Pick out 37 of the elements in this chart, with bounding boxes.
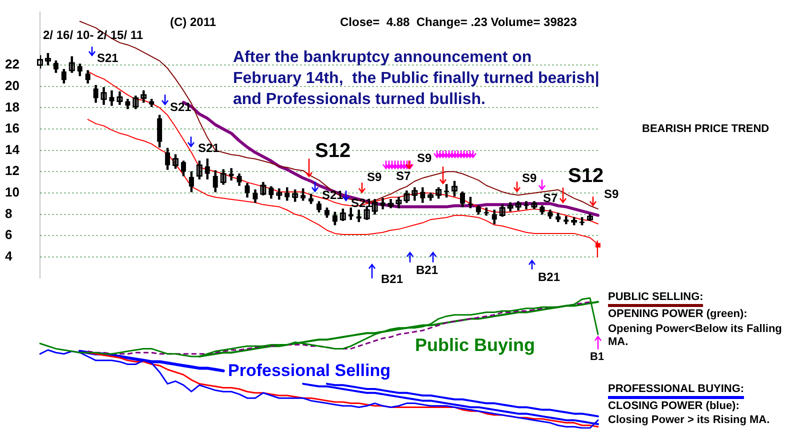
annotation: S7: [543, 191, 558, 205]
y-tick-label: 18: [5, 99, 20, 114]
annotation: Professional Selling: [228, 361, 390, 380]
text: Opening Power<Below its Falling MA.: [608, 323, 783, 349]
annotation: S9: [522, 171, 537, 185]
y-tick-label: 6: [5, 227, 12, 242]
y-tick-label: 4: [5, 248, 13, 264]
text: Closing Power > its Rising MA.: [608, 414, 770, 426]
y-tick-label: 20: [5, 78, 20, 93]
annotation: B21: [416, 263, 438, 277]
annotation: S21: [97, 51, 118, 65]
annotation: S9: [417, 151, 432, 165]
text: S9: [604, 187, 619, 201]
y-tick-label: 22: [5, 56, 20, 72]
y-tick-label: 12: [5, 163, 20, 178]
annotation: S7: [396, 169, 411, 183]
annotation: (C) 2011: [170, 15, 216, 29]
text: PUBLIC SELLING:: [608, 291, 704, 307]
y-tick-label: 8: [5, 206, 12, 221]
annotation: After the bankruptcy announcement on February 14th, the Public finally turned bearish| and Professionals turned bullish.: [233, 48, 600, 110]
y-tick-label: 16: [5, 120, 20, 136]
y-tick-label: 14: [5, 142, 20, 157]
annotation: S12: [568, 165, 604, 187]
text: BEARISH PRICE TREND: [642, 123, 770, 135]
annotation: B1: [590, 351, 604, 363]
annotation: B21: [538, 270, 560, 284]
annotation: S21: [170, 100, 192, 114]
annotation: S12: [315, 140, 351, 162]
annotation: Public Buying: [415, 335, 536, 355]
text: 2/ 16/ 10- 2/ 15/ 11: [43, 28, 144, 42]
chart-title: Close= 4.88 Change= .23 Volume= 39823: [340, 15, 577, 29]
y-tick-label: 10: [5, 184, 20, 200]
text: OPENING POWER (green):: [608, 308, 748, 320]
text: CLOSING POWER (blue):: [608, 400, 740, 412]
annotation: S9: [367, 170, 382, 184]
annotation: B21: [381, 272, 404, 286]
text: PROFESSIONAL BUYING:: [608, 383, 744, 399]
